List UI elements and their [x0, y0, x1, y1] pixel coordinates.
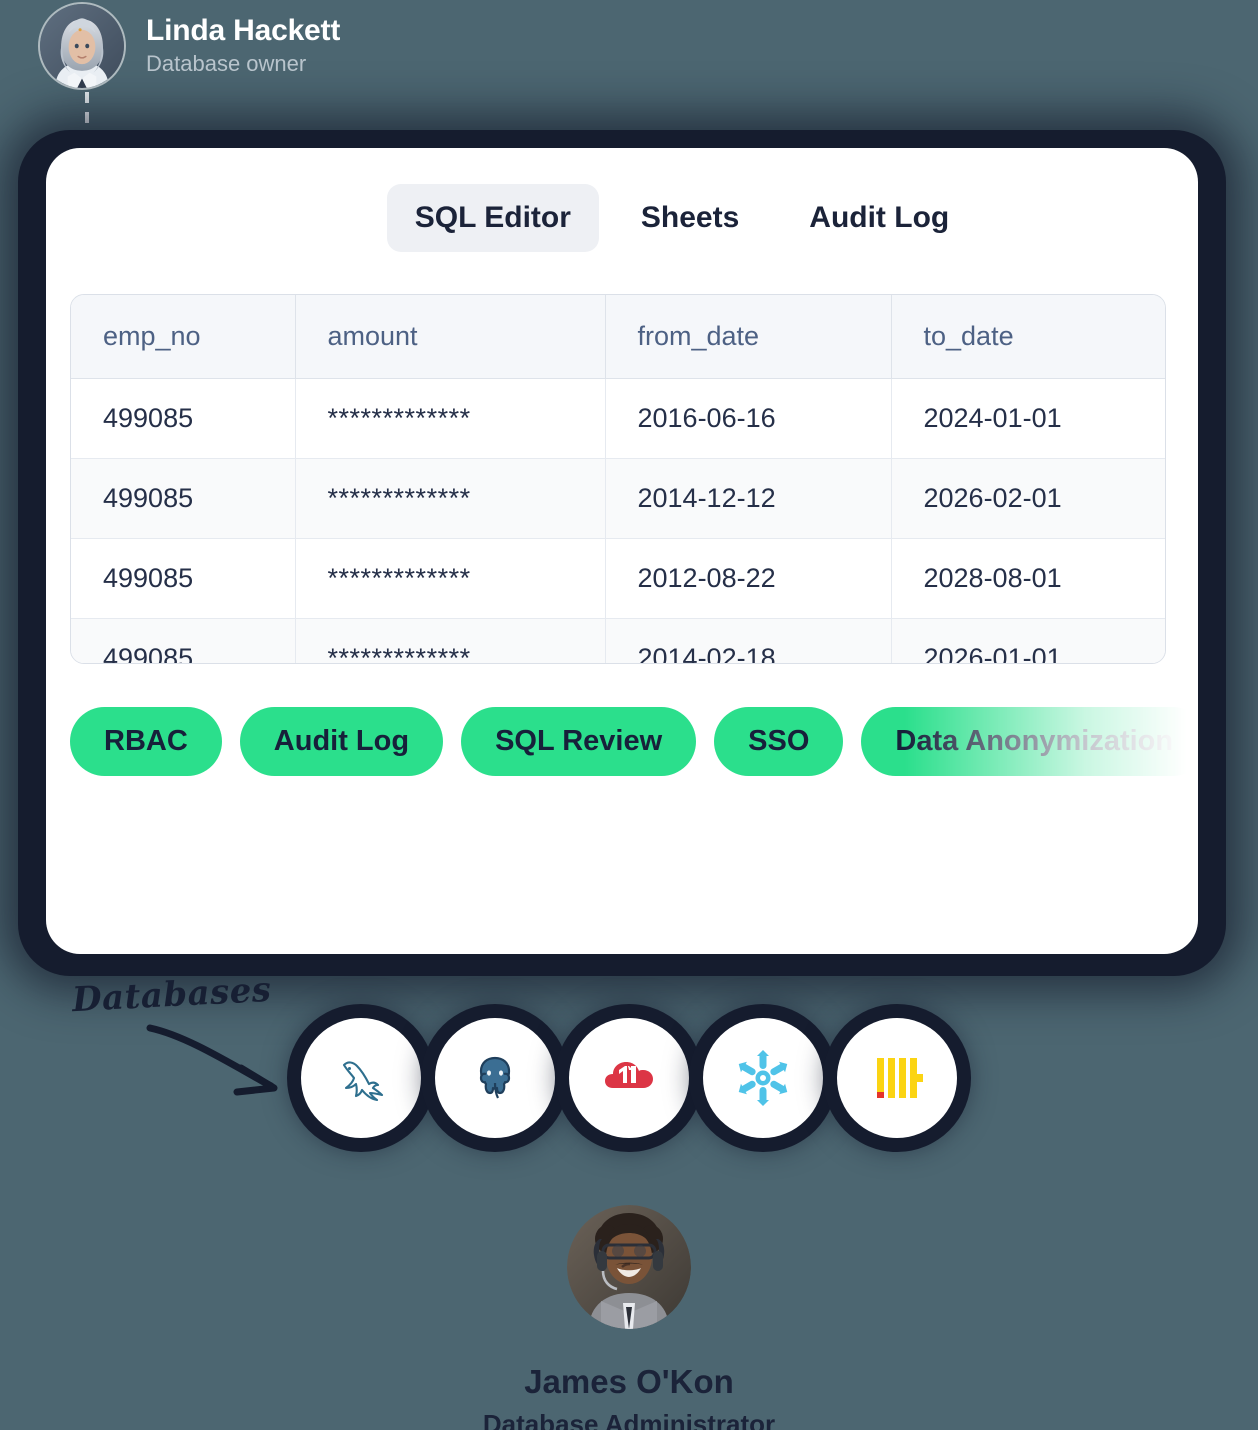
feature-pill-data-anonymization[interactable]: Data Anonymization — [861, 706, 1198, 776]
persona-card-database-owner: Linda Hackett Database owner — [38, 2, 340, 90]
avatar-james-okon — [567, 1205, 691, 1329]
cell-from-date: 2014-02-18 — [605, 618, 892, 663]
cell-emp-no: 499085 — [71, 538, 296, 619]
column-header-from-date[interactable]: from_date — [605, 295, 892, 379]
cell-emp-no: 499085 — [71, 618, 296, 663]
database-chip-clickhouse[interactable] — [837, 1018, 957, 1138]
cell-to-date: 2026-02-01 — [891, 458, 1165, 539]
cell-amount-masked: ************* — [295, 538, 606, 619]
cell-amount-masked: ************* — [295, 618, 606, 663]
database-chip-snowflake[interactable] — [703, 1018, 823, 1138]
avatar-linda-hackett — [38, 2, 126, 90]
device-frame: SQL Editor Sheets Audit Log emp_no amoun… — [18, 130, 1226, 976]
dashed-connector-line — [85, 92, 89, 162]
persona-top-role: Database owner — [146, 50, 307, 76]
database-icon-row — [0, 1018, 1258, 1138]
table-row[interactable]: 499085 ************* 2014-12-12 2026-02-… — [71, 458, 1165, 539]
cell-to-date: 2024-01-01 — [891, 378, 1165, 459]
snowflake-icon — [733, 1048, 793, 1108]
table-header-row: emp_no amount from_date to_date — [71, 295, 1165, 379]
tab-bar: SQL Editor Sheets Audit Log — [46, 184, 1198, 252]
database-chip-postgresql[interactable] — [435, 1018, 555, 1138]
clickhouse-bars-icon — [869, 1050, 925, 1106]
tab-sheets[interactable]: Sheets — [613, 184, 767, 252]
cell-from-date: 2014-12-12 — [605, 458, 892, 539]
feature-pill-sql-review[interactable]: SQL Review — [461, 706, 697, 776]
feature-pill-sso[interactable]: SSO — [714, 706, 844, 776]
cell-emp-no: 499085 — [71, 458, 296, 539]
result-table: emp_no amount from_date to_date 499085 *… — [71, 295, 1165, 663]
feature-pill-row: RBAC Audit Log SQL Review SSO Data Anony… — [70, 693, 1198, 789]
feature-pill-rbac[interactable]: RBAC — [70, 706, 222, 776]
mysql-dolphin-icon — [330, 1047, 392, 1109]
database-chip-mysql[interactable] — [301, 1018, 421, 1138]
persona-bottom-role: Database Administrator — [482, 1409, 776, 1430]
cell-amount-masked: ************* — [295, 378, 606, 459]
table-row[interactable]: 499085 ************* 2012-08-22 2028-08-… — [71, 538, 1165, 619]
persona-card-database-administrator: James O'Kon Database Administrator — [0, 1205, 1258, 1430]
column-header-emp-no[interactable]: emp_no — [71, 295, 296, 379]
cell-emp-no: 499085 — [71, 378, 296, 459]
app-screen: SQL Editor Sheets Audit Log emp_no amoun… — [46, 148, 1198, 954]
feature-pill-audit-log[interactable]: Audit Log — [239, 706, 444, 776]
table-row[interactable]: 499085 ************* 2014-02-18 2026-01-… — [71, 618, 1165, 663]
table-row[interactable]: 499085 ************* 2016-06-16 2024-01-… — [71, 378, 1165, 459]
tab-sql-editor[interactable]: SQL Editor — [386, 184, 599, 252]
cell-from-date: 2012-08-22 — [605, 538, 892, 619]
database-chip-tidb[interactable] — [569, 1018, 689, 1138]
tidb-cloud-icon — [597, 1046, 661, 1110]
column-header-to-date[interactable]: to_date — [891, 295, 1165, 379]
feature-pill-strip: RBAC Audit Log SQL Review SSO Data Anony… — [70, 693, 1198, 789]
cell-from-date: 2016-06-16 — [605, 378, 892, 459]
cell-to-date: 2026-01-01 — [891, 618, 1165, 663]
cell-to-date: 2028-08-01 — [891, 538, 1165, 619]
annotation-label-databases: Databases — [71, 969, 273, 1021]
persona-top-name: Linda Hackett — [146, 13, 341, 47]
persona-bottom-name: James O'Kon — [524, 1363, 734, 1400]
query-result-grid[interactable]: emp_no amount from_date to_date 499085 *… — [70, 294, 1166, 664]
cell-amount-masked: ************* — [295, 458, 606, 539]
column-header-amount[interactable]: amount — [295, 295, 606, 379]
tab-audit-log[interactable]: Audit Log — [781, 184, 977, 252]
postgresql-elephant-icon — [464, 1047, 526, 1109]
curved-arrow-to-databases — [146, 1024, 278, 1096]
